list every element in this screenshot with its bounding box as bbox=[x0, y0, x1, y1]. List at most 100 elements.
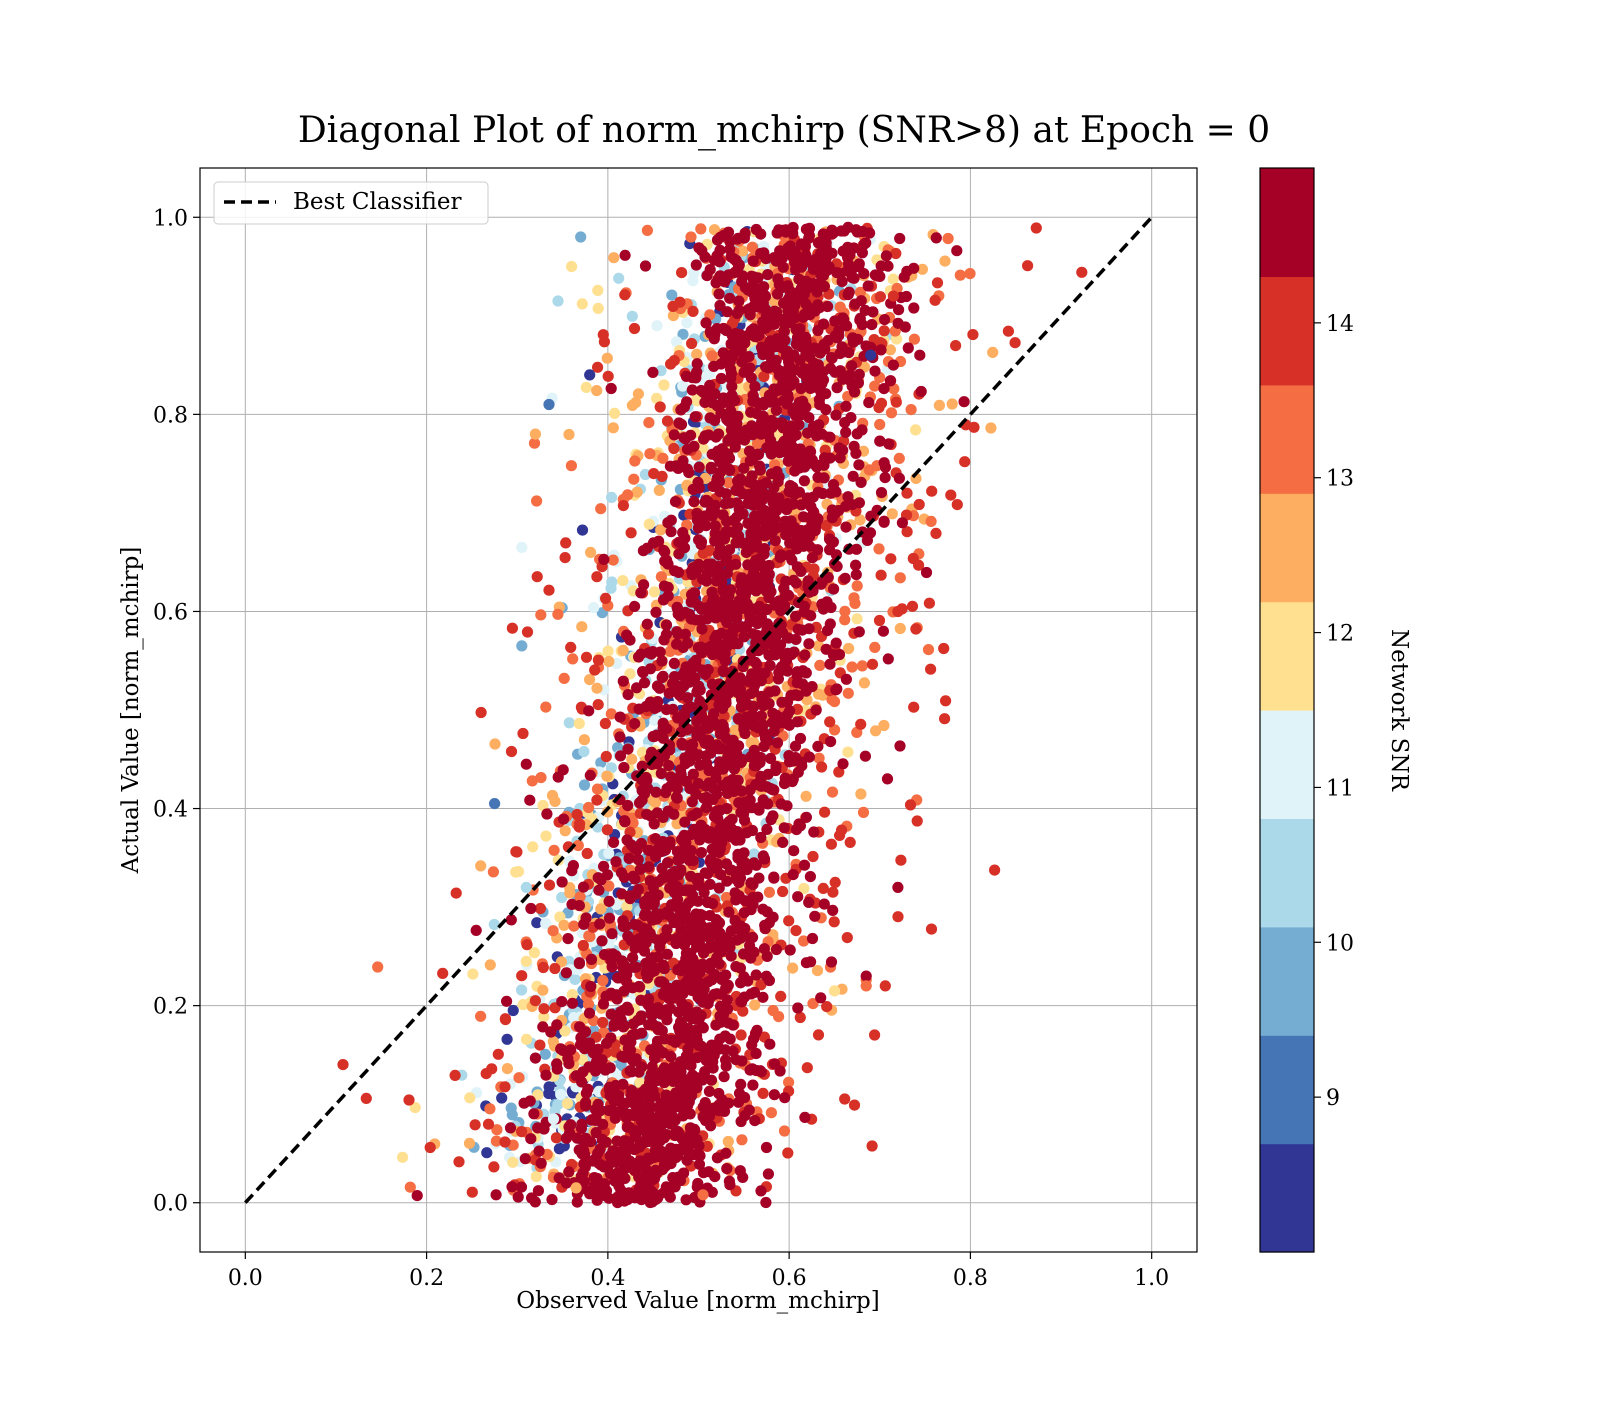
scatter-point bbox=[827, 887, 838, 898]
scatter-point bbox=[985, 422, 996, 433]
scatter-point bbox=[945, 490, 956, 501]
scatter-point bbox=[602, 824, 613, 835]
scatter-point bbox=[739, 1110, 750, 1121]
scatter-point bbox=[849, 1100, 860, 1111]
scatter-point bbox=[924, 598, 935, 609]
scatter-point bbox=[721, 1163, 732, 1174]
scatter-point bbox=[536, 1158, 547, 1169]
scatter-point bbox=[661, 924, 672, 935]
scatter-point bbox=[842, 491, 853, 502]
scatter-point bbox=[709, 388, 720, 399]
scatter-point bbox=[736, 1029, 747, 1040]
scatter-point bbox=[819, 807, 830, 818]
scatter-point bbox=[654, 485, 665, 496]
scatter-point bbox=[681, 1194, 692, 1205]
scatter-point bbox=[677, 381, 688, 392]
scatter-point bbox=[776, 247, 787, 258]
scatter-point bbox=[849, 386, 860, 397]
scatter-point bbox=[655, 401, 666, 412]
scatter-point bbox=[1031, 222, 1042, 233]
scatter-point bbox=[791, 339, 802, 350]
scatter-point bbox=[807, 851, 818, 862]
scatter-point bbox=[672, 964, 683, 975]
scatter-point bbox=[891, 397, 902, 408]
scatter-point bbox=[707, 794, 718, 805]
scatter-point bbox=[857, 660, 868, 671]
scatter-point bbox=[804, 343, 815, 354]
scatter-point bbox=[598, 329, 609, 340]
scatter-point bbox=[690, 411, 701, 422]
scatter-point bbox=[691, 259, 702, 270]
scatter-point bbox=[787, 963, 798, 974]
scatter-point bbox=[566, 865, 577, 876]
scatter-point bbox=[842, 932, 853, 943]
scatter-point bbox=[647, 1084, 658, 1095]
scatter-point bbox=[1022, 260, 1033, 271]
scatter-point bbox=[661, 1129, 672, 1140]
scatter-point bbox=[560, 552, 571, 563]
scatter-point bbox=[869, 1029, 880, 1040]
scatter-point bbox=[1076, 267, 1087, 278]
scatter-point bbox=[595, 1144, 606, 1155]
scatter-point bbox=[669, 429, 680, 440]
scatter-point bbox=[571, 1070, 582, 1081]
scatter-point bbox=[838, 246, 849, 257]
scatter-point bbox=[578, 940, 589, 951]
scatter-point bbox=[549, 845, 560, 856]
scatter-point bbox=[866, 319, 877, 330]
scatter-point bbox=[673, 567, 684, 578]
scatter-point bbox=[926, 924, 937, 935]
scatter-point bbox=[863, 280, 874, 291]
scatter-point bbox=[596, 935, 607, 946]
scatter-point bbox=[856, 295, 867, 306]
scatter-point bbox=[658, 594, 669, 605]
scatter-point bbox=[600, 718, 611, 729]
scatter-point bbox=[484, 1103, 495, 1114]
scatter-point bbox=[508, 1005, 519, 1016]
scatter-point bbox=[825, 488, 836, 499]
scatter-point bbox=[666, 515, 677, 526]
scatter-point bbox=[502, 1034, 513, 1045]
scatter-point bbox=[643, 994, 654, 1005]
scatter-point bbox=[800, 253, 811, 264]
scatter-point bbox=[813, 487, 824, 498]
scatter-point bbox=[593, 885, 604, 896]
scatter-point bbox=[793, 624, 804, 635]
scatter-point bbox=[809, 911, 820, 922]
scatter-point bbox=[627, 952, 638, 963]
scatter-point bbox=[522, 626, 533, 637]
scatter-point bbox=[827, 787, 838, 798]
scatter-point bbox=[820, 388, 831, 399]
scatter-point bbox=[676, 769, 687, 780]
scatter-point bbox=[579, 779, 590, 790]
scatter-point bbox=[520, 1153, 531, 1164]
scatter-point bbox=[682, 444, 693, 455]
scatter-point bbox=[577, 1167, 588, 1178]
scatter-point bbox=[613, 273, 624, 284]
scatter-point bbox=[849, 598, 860, 609]
scatter-point bbox=[662, 1095, 673, 1106]
scatter-point bbox=[687, 372, 698, 383]
scatter-point bbox=[812, 513, 823, 524]
scatter-point bbox=[626, 1066, 637, 1077]
scatter-point bbox=[623, 1043, 634, 1054]
scatter-point bbox=[652, 934, 663, 945]
scatter-point bbox=[517, 728, 528, 739]
scatter-point bbox=[628, 962, 639, 973]
scatter-point bbox=[677, 740, 688, 751]
scatter-point bbox=[880, 462, 891, 473]
scatter-point bbox=[780, 224, 791, 235]
scatter-point bbox=[516, 970, 527, 981]
scatter-point bbox=[627, 311, 638, 322]
scatter-point bbox=[622, 744, 633, 755]
scatter-point bbox=[583, 705, 594, 716]
scatter-point bbox=[710, 528, 721, 539]
scatter-point bbox=[790, 925, 801, 936]
scatter-point bbox=[673, 548, 684, 559]
scatter-point bbox=[688, 496, 699, 507]
scatter-point bbox=[499, 1136, 510, 1147]
scatter-point bbox=[678, 709, 689, 720]
scatter-point bbox=[720, 1030, 731, 1041]
scatter-point bbox=[853, 459, 864, 470]
scatter-point bbox=[769, 1089, 780, 1100]
